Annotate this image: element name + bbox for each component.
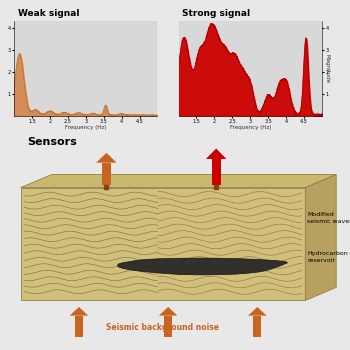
- Polygon shape: [21, 188, 305, 300]
- Polygon shape: [206, 148, 226, 159]
- Text: Modified
seismic waves: Modified seismic waves: [307, 212, 350, 224]
- Polygon shape: [75, 316, 83, 337]
- Text: Seismic background noise: Seismic background noise: [106, 323, 219, 332]
- Text: Weak signal: Weak signal: [18, 9, 79, 18]
- Polygon shape: [164, 316, 172, 337]
- Text: Hydrocarbon
reservoir: Hydrocarbon reservoir: [307, 251, 348, 263]
- Text: Sensors: Sensors: [28, 137, 77, 147]
- Y-axis label: Magnitude: Magnitude: [325, 54, 330, 83]
- Polygon shape: [70, 307, 88, 316]
- Polygon shape: [102, 163, 111, 186]
- Polygon shape: [96, 153, 117, 163]
- Text: Strong signal: Strong signal: [182, 9, 250, 18]
- X-axis label: Frequency (Hz): Frequency (Hz): [230, 125, 271, 130]
- Polygon shape: [253, 316, 261, 337]
- X-axis label: Frequency (Hz): Frequency (Hz): [65, 125, 106, 130]
- Polygon shape: [212, 159, 220, 186]
- Polygon shape: [159, 307, 177, 316]
- Polygon shape: [21, 175, 336, 188]
- Polygon shape: [118, 258, 287, 275]
- Polygon shape: [305, 175, 336, 300]
- Polygon shape: [248, 307, 267, 316]
